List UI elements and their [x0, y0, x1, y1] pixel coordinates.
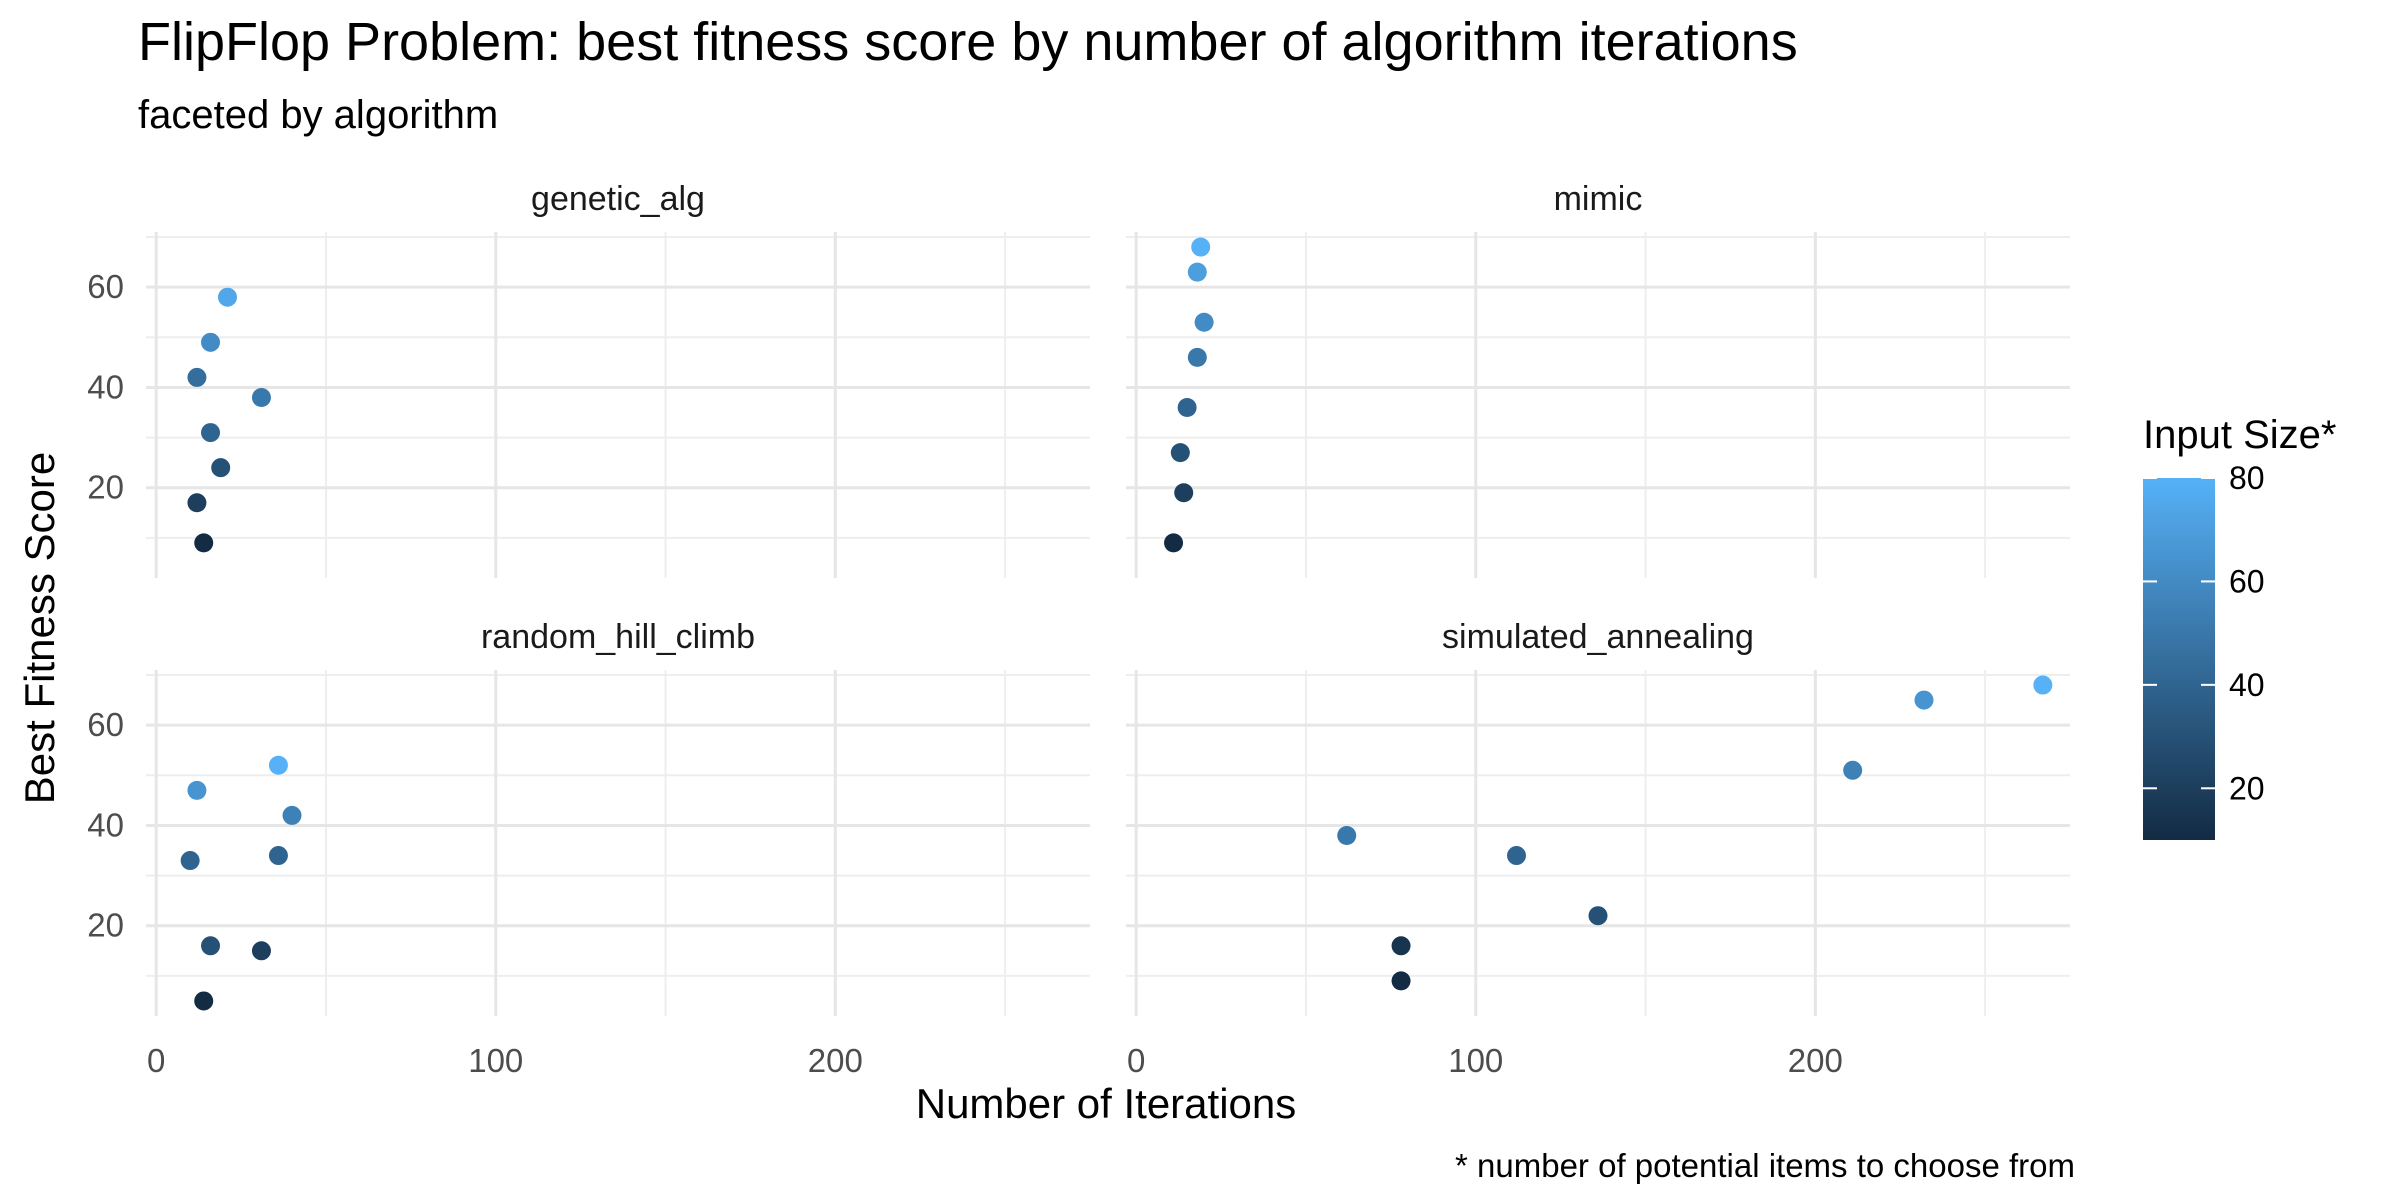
data-point — [1177, 398, 1197, 418]
legend-tick-label: 40 — [2229, 667, 2265, 703]
legend-title: Input Size* — [2143, 413, 2336, 457]
data-point — [187, 780, 207, 800]
data-point — [2033, 675, 2053, 695]
legend-tick-label: 80 — [2229, 460, 2265, 496]
y-tick-label: 20 — [87, 907, 124, 944]
y-tick-label: 60 — [87, 706, 124, 743]
data-point — [1588, 906, 1608, 926]
facet-label: mimic — [1554, 180, 1643, 218]
legend-tick-label: 20 — [2229, 770, 2265, 806]
data-point — [1914, 690, 1934, 710]
data-point — [1507, 846, 1527, 866]
data-point — [201, 423, 221, 443]
facet-panel-mimic: mimic — [1126, 180, 2070, 578]
data-point — [268, 846, 288, 866]
data-point — [1391, 936, 1411, 956]
data-point — [217, 287, 237, 307]
legend-tick-label: 60 — [2229, 563, 2265, 599]
data-point — [1170, 443, 1190, 463]
data-point — [282, 805, 302, 825]
x-tick-label: 0 — [147, 1042, 165, 1079]
data-point — [194, 533, 214, 553]
data-point — [194, 991, 214, 1011]
data-point — [1194, 312, 1214, 332]
y-axis-title: Best Fitness Score — [16, 452, 63, 804]
data-point — [1187, 347, 1207, 367]
y-tick-label: 40 — [87, 368, 124, 405]
facet-panel-simulated_annealing: simulated_annealing — [1126, 618, 2070, 1016]
data-point — [251, 387, 271, 407]
data-point — [180, 851, 200, 871]
x-axis-ticks: 0 100 200 0 100 200 — [147, 1042, 1843, 1079]
data-point — [1337, 825, 1357, 845]
data-point — [187, 367, 207, 387]
y-tick-label: 60 — [87, 268, 124, 305]
data-point — [1843, 760, 1863, 780]
data-point — [187, 493, 207, 513]
chart-subtitle: faceted by algorithm — [138, 93, 498, 137]
data-point — [1191, 237, 1211, 257]
data-point — [201, 936, 221, 956]
y-tick-label: 40 — [87, 806, 124, 843]
facet-panel-genetic_alg: genetic_alg — [146, 180, 1090, 578]
data-point — [268, 755, 288, 775]
chart-title: FlipFlop Problem: best fitness score by … — [138, 12, 1798, 72]
legend-color-bar — [2143, 478, 2215, 840]
x-tick-label: 0 — [1127, 1042, 1145, 1079]
color-legend: Input Size* 20 40 60 80 — [2143, 413, 2336, 840]
data-point — [1391, 971, 1411, 991]
chart-caption: * number of potential items to choose fr… — [1455, 1147, 2075, 1184]
x-tick-label: 200 — [1788, 1042, 1843, 1079]
data-point — [1164, 533, 1184, 553]
facet-panels: genetic_alg mimic random_hill_climb simulat… — [146, 180, 2070, 1016]
data-point — [251, 941, 271, 961]
data-point — [1187, 262, 1207, 282]
data-point — [1174, 483, 1194, 503]
x-tick-label: 200 — [808, 1042, 863, 1079]
data-point — [201, 332, 221, 352]
x-tick-label: 100 — [1448, 1042, 1503, 1079]
y-tick-label: 20 — [87, 469, 124, 506]
facet-panel-random_hill_climb: random_hill_climb — [146, 618, 1090, 1016]
y-axis-ticks: 20 40 60 20 40 60 — [87, 268, 124, 944]
facet-label: genetic_alg — [531, 180, 705, 218]
facet-label: simulated_annealing — [1442, 618, 1754, 656]
facet-label: random_hill_climb — [481, 618, 755, 656]
x-axis-title: Number of Iterations — [916, 1080, 1297, 1127]
x-tick-label: 100 — [468, 1042, 523, 1079]
data-point — [211, 458, 231, 478]
